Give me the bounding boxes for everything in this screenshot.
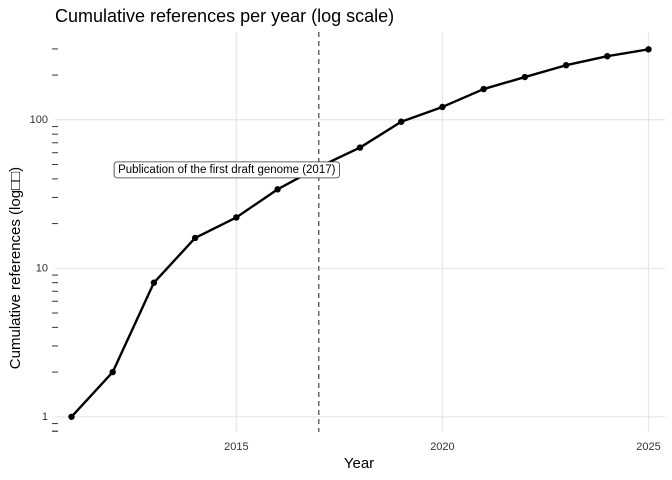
annotation-box: [113, 161, 341, 179]
x-tick-label: 2020: [430, 441, 454, 453]
data-point: [274, 186, 281, 193]
x-axis-ticks: 2015 2020 2025: [224, 441, 661, 453]
chart-title: Cumulative references per year (log scal…: [55, 6, 394, 26]
data-point: [521, 73, 529, 81]
y-axis-title: Cumulative references (log□□): [7, 167, 24, 369]
y-tick-label: 1: [42, 411, 48, 423]
y-minor-ticks: [52, 48, 58, 432]
y-tick-label: 100: [30, 114, 48, 126]
annotation-label: Publication of the first draft genome (2…: [118, 164, 336, 176]
x-axis-title: Year: [344, 455, 374, 472]
y-tick-label: 10: [36, 262, 48, 274]
gridlines: [55, 32, 665, 432]
x-tick-label: 2015: [224, 441, 248, 453]
data-point: [68, 413, 75, 420]
x-tick-label: 2025: [636, 441, 660, 453]
data-point: [150, 279, 158, 286]
series-line: [70, 48, 649, 418]
data-points: [68, 46, 652, 420]
y-axis-ticks: 1 10 100: [30, 114, 48, 423]
data-point: [439, 103, 446, 111]
data-point: [356, 144, 364, 151]
annotation: Publication of the first draft genome (2…: [113, 161, 341, 179]
data-point: [398, 118, 405, 125]
data-point: [604, 52, 611, 60]
data-point: [645, 46, 652, 53]
data-point: [191, 234, 199, 242]
data-point: [480, 85, 487, 93]
data-point: [233, 214, 240, 221]
data-point: [562, 62, 570, 69]
data-point: [109, 368, 116, 376]
